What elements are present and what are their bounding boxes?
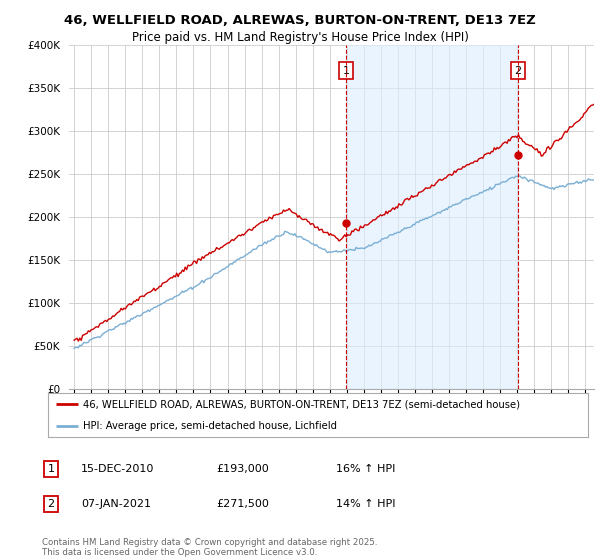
- Text: 2: 2: [514, 66, 521, 76]
- Text: 07-JAN-2021: 07-JAN-2021: [81, 499, 151, 509]
- Text: 46, WELLFIELD ROAD, ALREWAS, BURTON-ON-TRENT, DE13 7EZ (semi-detached house): 46, WELLFIELD ROAD, ALREWAS, BURTON-ON-T…: [83, 399, 520, 409]
- Text: £193,000: £193,000: [216, 464, 269, 474]
- Text: 1: 1: [47, 464, 55, 474]
- Text: 2: 2: [47, 499, 55, 509]
- Text: 1: 1: [343, 66, 350, 76]
- Bar: [346, 45, 518, 389]
- Text: HPI: Average price, semi-detached house, Lichfield: HPI: Average price, semi-detached house,…: [83, 421, 337, 431]
- Text: Contains HM Land Registry data © Crown copyright and database right 2025.
This d: Contains HM Land Registry data © Crown c…: [42, 538, 377, 557]
- Text: 46, WELLFIELD ROAD, ALREWAS, BURTON-ON-TRENT, DE13 7EZ: 46, WELLFIELD ROAD, ALREWAS, BURTON-ON-T…: [64, 14, 536, 27]
- Text: 16% ↑ HPI: 16% ↑ HPI: [336, 464, 395, 474]
- Text: 15-DEC-2010: 15-DEC-2010: [81, 464, 154, 474]
- Text: 14% ↑ HPI: 14% ↑ HPI: [336, 499, 395, 509]
- Text: Price paid vs. HM Land Registry's House Price Index (HPI): Price paid vs. HM Land Registry's House …: [131, 31, 469, 44]
- Text: £271,500: £271,500: [216, 499, 269, 509]
